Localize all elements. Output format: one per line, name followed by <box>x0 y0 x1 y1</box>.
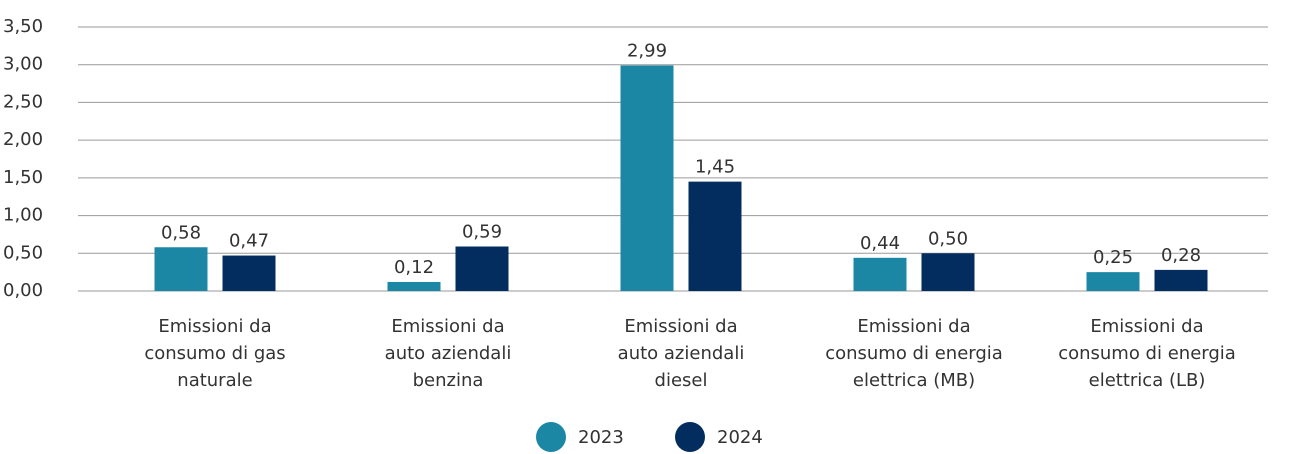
x-tick-label: naturale <box>177 370 252 391</box>
y-tick-label: 3,50 <box>3 16 43 37</box>
value-label: 0,12 <box>394 257 434 278</box>
y-tick-label: 0,50 <box>3 242 43 263</box>
y-tick-label: 0,00 <box>3 280 43 301</box>
y-tick-label: 3,00 <box>3 54 43 75</box>
legend-swatch <box>536 422 566 452</box>
x-tick-label: Emissioni da <box>391 316 504 337</box>
bar <box>921 253 975 291</box>
bar <box>853 257 907 291</box>
x-tick-label: benzina <box>413 370 484 391</box>
y-tick-label: 2,50 <box>3 91 43 112</box>
value-label: 0,50 <box>928 228 968 249</box>
x-tick-label: auto aziendali <box>385 343 512 364</box>
bar <box>222 255 276 291</box>
x-tick-label: consumo di energia <box>825 343 1003 364</box>
y-tick-label: 2,00 <box>3 129 43 150</box>
value-label: 2,99 <box>627 40 667 61</box>
x-tick-label: Emissioni da <box>624 316 737 337</box>
x-tick-label: Emissioni da <box>857 316 970 337</box>
value-label: 0,59 <box>462 221 502 242</box>
legend-swatch <box>675 422 705 452</box>
legend-label: 2024 <box>717 427 763 448</box>
x-tick-label: elettrica (LB) <box>1089 370 1206 391</box>
value-label: 0,25 <box>1093 247 1133 268</box>
bar <box>1086 272 1140 291</box>
value-label: 1,45 <box>695 157 735 178</box>
value-label: 0,28 <box>1161 245 1201 266</box>
bar <box>1154 269 1208 291</box>
x-tick-label: Emissioni da <box>1090 316 1203 337</box>
value-label: 0,47 <box>229 231 269 252</box>
bar <box>620 65 674 292</box>
x-tick-label: elettrica (MB) <box>853 370 975 391</box>
bar <box>688 181 742 291</box>
x-tick-label: consumo di gas <box>144 343 285 364</box>
y-tick-label: 1,00 <box>3 205 43 226</box>
x-tick-label: auto aziendali <box>618 343 745 364</box>
bar <box>154 247 208 291</box>
x-tick-label: diesel <box>655 370 708 391</box>
y-tick-label: 1,50 <box>3 167 43 188</box>
x-tick-label: Emissioni da <box>158 316 271 337</box>
bar <box>387 281 441 291</box>
x-tick-label: consumo di energia <box>1058 343 1236 364</box>
value-label: 0,44 <box>860 233 900 254</box>
bar <box>455 246 509 291</box>
legend-label: 2023 <box>578 427 624 448</box>
value-label: 0,58 <box>161 222 201 243</box>
